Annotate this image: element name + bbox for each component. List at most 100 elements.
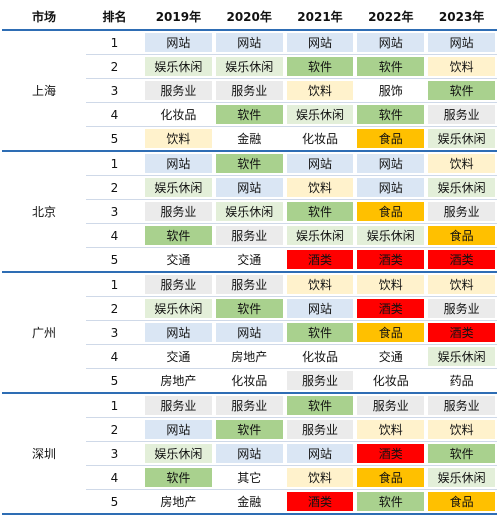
- category-cell: 交通: [143, 247, 214, 273]
- category-cell: 网站: [355, 30, 427, 55]
- category-cell: 网站: [143, 320, 214, 345]
- category-label: 网站: [428, 33, 495, 52]
- category-label: 软件: [215, 154, 283, 173]
- category-label: 饮料: [428, 420, 495, 439]
- category-label: 饮料: [286, 81, 354, 100]
- table-row: 广州 1 服务业 服务业 饮料 饮料 饮料: [2, 272, 497, 394]
- category-label: 服务业: [145, 202, 212, 221]
- category-label: 软件: [286, 323, 354, 342]
- category-label: 娱乐休闲: [286, 105, 354, 124]
- market-cell: 北京: [2, 151, 86, 273]
- category-label: 金融: [215, 492, 283, 511]
- category-label: 软件: [145, 468, 212, 487]
- category-cell: 食品: [355, 320, 427, 345]
- category-label: 娱乐休闲: [145, 178, 212, 197]
- category-label: 饮料: [357, 275, 425, 294]
- category-cell: 服务业: [426, 102, 497, 127]
- market-cell: 广州: [2, 272, 86, 394]
- table-row: 北京 1 网站 软件 网站 网站 饮料: [2, 151, 497, 273]
- rank-cell: 2: [86, 296, 143, 321]
- category-cell: 软件: [355, 102, 427, 127]
- category-label: 酒类: [357, 299, 425, 318]
- category-label: 服务业: [286, 420, 354, 439]
- category-label: 服务业: [215, 275, 283, 294]
- category-label: 软件: [357, 492, 425, 511]
- category-cell: 房地产: [213, 344, 285, 369]
- category-label: 服务业: [215, 396, 283, 415]
- industry-ranking-table: 市场 排名 2019年 2020年 2021年 2022年 2023年 上海 1 网…: [2, 3, 497, 515]
- category-label: 网站: [215, 444, 283, 463]
- category-label: 房地产: [145, 492, 212, 511]
- category-cell: 网站: [355, 151, 427, 176]
- category-label: 网站: [357, 154, 425, 173]
- category-cell: 软件: [143, 223, 214, 248]
- category-label: 娱乐休闲: [428, 178, 495, 197]
- category-cell: 酒类: [355, 441, 427, 466]
- category-cell: 交通: [213, 247, 285, 273]
- category-cell: 服务业: [213, 78, 285, 103]
- table-row: 2 娱乐休闲 娱乐休闲 软件 软件 饮料: [2, 54, 497, 79]
- category-cell: 软件: [284, 393, 356, 418]
- category-cell: 房地产: [143, 489, 214, 515]
- category-label: 酒类: [357, 250, 425, 269]
- category-label: 酒类: [428, 323, 495, 342]
- table-row: 3 服务业 服务业 饮料 服饰 软件: [2, 78, 497, 103]
- category-cell: 娱乐休闲: [426, 126, 497, 152]
- category-label: 娱乐休闲: [428, 468, 495, 487]
- category-label: 其它: [215, 468, 283, 487]
- category-label: 食品: [428, 226, 495, 245]
- category-cell: 其它: [213, 465, 285, 490]
- category-label: 饮料: [428, 154, 495, 173]
- category-cell: 网站: [355, 175, 427, 200]
- rank-cell: 3: [86, 78, 143, 103]
- ranking-table-container: 市场 排名 2019年 2020年 2021年 2022年 2023年 上海 1 网…: [2, 3, 497, 515]
- table-row: 3 服务业 娱乐休闲 软件 食品 服务业: [2, 199, 497, 224]
- rank-cell: 5: [86, 247, 143, 273]
- rank-cell: 1: [86, 30, 143, 55]
- category-cell: 娱乐休闲: [284, 223, 356, 248]
- category-cell: 交通: [355, 344, 427, 369]
- category-label: 服务业: [215, 81, 283, 100]
- category-label: 酒类: [357, 444, 425, 463]
- category-cell: 酒类: [426, 320, 497, 345]
- category-cell: 软件: [284, 54, 356, 79]
- category-cell: 服务业: [284, 368, 356, 394]
- category-cell: 娱乐休闲: [143, 296, 214, 321]
- category-label: 软件: [428, 444, 495, 463]
- header-year-2022: 2022年: [355, 3, 427, 31]
- category-cell: 娱乐休闲: [143, 175, 214, 200]
- category-cell: 软件: [355, 489, 427, 515]
- table-row: 4 软件 其它 饮料 食品 娱乐休闲: [2, 465, 497, 490]
- category-cell: 软件: [355, 54, 427, 79]
- category-label: 服务业: [145, 81, 212, 100]
- category-label: 网站: [145, 323, 212, 342]
- category-cell: 娱乐休闲: [143, 441, 214, 466]
- table-row: 4 软件 服务业 娱乐休闲 娱乐休闲 食品: [2, 223, 497, 248]
- category-cell: 饮料: [426, 417, 497, 442]
- rank-cell: 2: [86, 54, 143, 79]
- category-label: 交通: [215, 250, 283, 269]
- category-label: 软件: [215, 299, 283, 318]
- market-cell: 深圳: [2, 393, 86, 515]
- category-label: 酒类: [286, 250, 354, 269]
- market-cell: 上海: [2, 30, 86, 152]
- category-cell: 软件: [426, 441, 497, 466]
- category-cell: 网站: [143, 30, 214, 55]
- category-cell: 软件: [213, 102, 285, 127]
- category-label: 网站: [215, 33, 283, 52]
- category-cell: 服务业: [426, 393, 497, 418]
- category-label: 娱乐休闲: [145, 57, 212, 76]
- rank-cell: 1: [86, 272, 143, 297]
- category-cell: 化妆品: [284, 126, 356, 152]
- rank-cell: 1: [86, 151, 143, 176]
- category-label: 房地产: [145, 371, 212, 390]
- category-label: 食品: [357, 323, 425, 342]
- category-cell: 网站: [143, 417, 214, 442]
- category-cell: 饮料: [284, 465, 356, 490]
- category-label: 服务业: [357, 396, 425, 415]
- category-label: 化妆品: [286, 129, 354, 148]
- category-label: 娱乐休闲: [215, 202, 283, 221]
- category-cell: 食品: [355, 465, 427, 490]
- category-cell: 饮料: [284, 78, 356, 103]
- category-cell: 金融: [213, 489, 285, 515]
